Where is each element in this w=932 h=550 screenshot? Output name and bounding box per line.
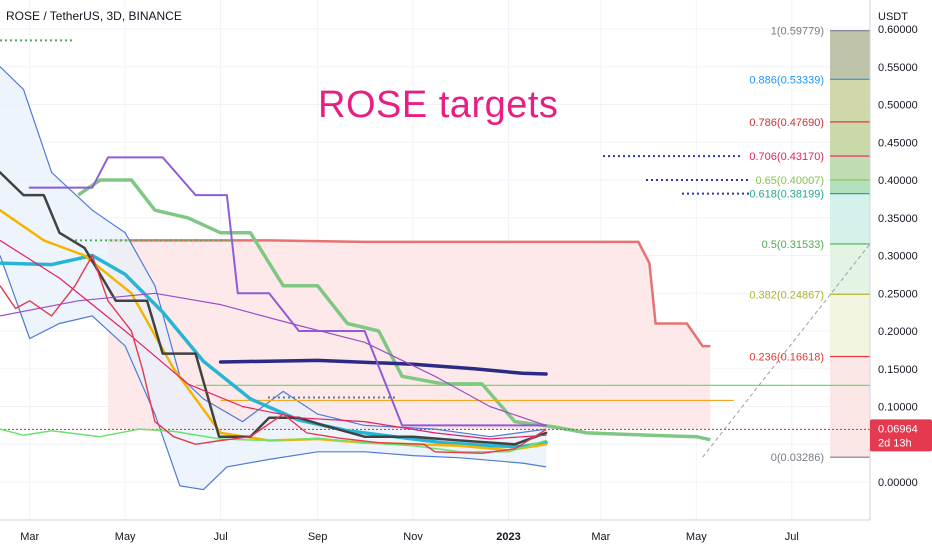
fib-zone bbox=[830, 294, 870, 357]
last-price-label: 0.06964 bbox=[878, 423, 918, 435]
x-tick-label: 2023 bbox=[496, 531, 520, 543]
dotted-markers bbox=[0, 39, 752, 399]
x-tick-label: Mar bbox=[20, 531, 39, 543]
bollinger-lower bbox=[0, 255, 547, 491]
fib-label: 0.886(0.53339) bbox=[749, 74, 824, 86]
last-price-badge bbox=[870, 419, 932, 452]
fib-zone bbox=[830, 121, 870, 157]
x-tick-label: Nov bbox=[403, 531, 423, 543]
fib-label: 0.65(0.40007) bbox=[756, 175, 825, 187]
y-tick-label: 0.20000 bbox=[878, 326, 918, 338]
last-price-countdown: 2d 13h bbox=[878, 437, 912, 449]
y-tick-label: 0.30000 bbox=[878, 251, 918, 263]
series-line bbox=[218, 358, 548, 376]
y-tick-label: 0.25000 bbox=[878, 288, 918, 300]
y-tick-label: 0.55000 bbox=[878, 62, 918, 74]
series-line bbox=[0, 292, 547, 426]
price-series bbox=[0, 253, 547, 455]
y-tick-label: 0.50000 bbox=[878, 100, 918, 112]
fib-zone bbox=[830, 179, 870, 194]
fib-label: 0.382(0.24867) bbox=[749, 289, 824, 301]
chart-headline: ROSE targets bbox=[318, 84, 559, 126]
y-tick-label: 0.60000 bbox=[878, 24, 918, 36]
y-axis-panel bbox=[870, 0, 932, 550]
ichimoku-cloud bbox=[77, 178, 711, 442]
fib-label: 0.786(0.47690) bbox=[749, 117, 824, 129]
x-tick-label: Jul bbox=[214, 531, 228, 543]
fib-label: 0.706(0.43170) bbox=[749, 151, 824, 163]
y-tick-label: 0.10000 bbox=[878, 402, 918, 414]
lagging-span-line bbox=[77, 178, 711, 442]
fib-levels bbox=[702, 30, 871, 458]
fib-labels: 1(0.59779) 0.886(0.53339) 0.786(0.47690) 0.… bbox=[749, 26, 824, 465]
y-tick-label: 0.35000 bbox=[878, 213, 918, 225]
price-line bbox=[0, 253, 547, 455]
fib-label: 0.5(0.31533) bbox=[762, 239, 824, 251]
x-tick-label: Sep bbox=[308, 531, 328, 543]
bollinger-upper bbox=[0, 66, 547, 438]
x-tick-label: May bbox=[686, 531, 707, 543]
fib-label: 1(0.59779) bbox=[771, 26, 824, 38]
symbol-title: ROSE / TetherUS, 3D, BINANCE bbox=[6, 9, 182, 23]
fib-label: 0.618(0.38199) bbox=[749, 189, 824, 201]
fib-zone bbox=[830, 356, 870, 458]
y-tick-label: 0.45000 bbox=[878, 137, 918, 149]
y-tick-label: 0.15000 bbox=[878, 364, 918, 376]
y-tick-label: 0.00000 bbox=[878, 477, 918, 489]
series-line bbox=[0, 253, 548, 449]
series-line bbox=[0, 239, 547, 440]
y-axis-unit: USDT bbox=[878, 11, 908, 23]
series-line bbox=[0, 428, 547, 453]
fib-zone bbox=[830, 30, 870, 80]
x-tick-label: Mar bbox=[591, 531, 610, 543]
x-tick-label: May bbox=[115, 531, 136, 543]
cloud-fill bbox=[108, 240, 711, 430]
fib-label: 0.236(0.16618) bbox=[749, 352, 824, 364]
y-tick-label: 0.40000 bbox=[878, 175, 918, 187]
x-tick-label: Jul bbox=[785, 531, 799, 543]
fib-zone bbox=[830, 79, 870, 122]
series-line bbox=[28, 156, 548, 427]
fib-zone bbox=[830, 193, 870, 244]
fib-zone bbox=[830, 156, 870, 180]
fib-label: 0(0.03286) bbox=[771, 452, 824, 464]
series-line bbox=[0, 171, 548, 446]
indicator-series bbox=[0, 156, 548, 453]
fib-trend-line bbox=[702, 243, 871, 458]
